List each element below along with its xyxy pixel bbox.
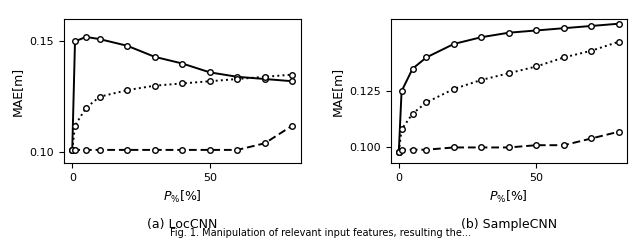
Text: (a) LocCNN: (a) LocCNN — [147, 218, 218, 231]
Text: Fig. 1. Manipulation of relevant input features, resulting the...: Fig. 1. Manipulation of relevant input f… — [170, 228, 470, 238]
Y-axis label: MAE[m]: MAE[m] — [330, 67, 344, 116]
X-axis label: $P_{\%}$[%]: $P_{\%}$[%] — [163, 188, 202, 204]
Text: (b) SampleCNN: (b) SampleCNN — [461, 218, 557, 231]
X-axis label: $P_{\%}$[%]: $P_{\%}$[%] — [490, 188, 528, 204]
Y-axis label: MAE[m]: MAE[m] — [11, 67, 24, 116]
